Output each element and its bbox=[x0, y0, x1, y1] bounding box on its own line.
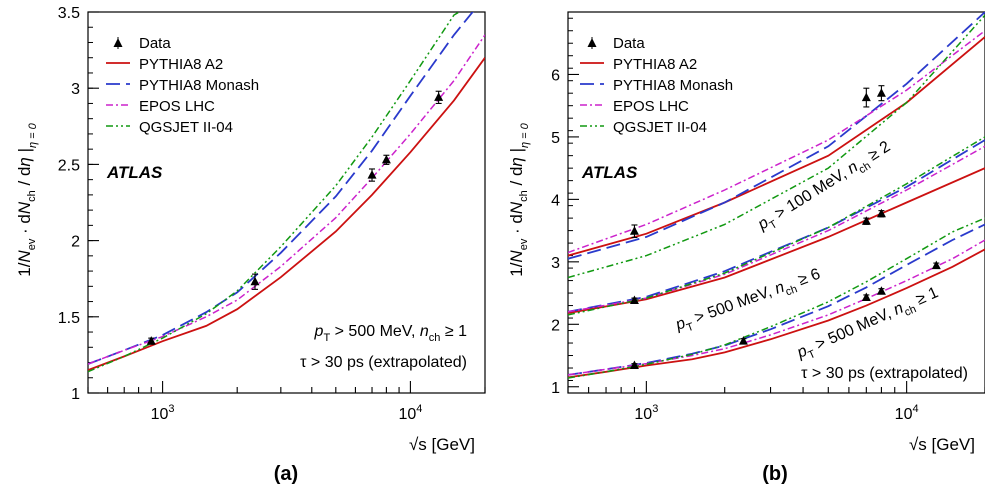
x-tick-label: 103 bbox=[634, 403, 658, 423]
x-ticks-a: 103 104 bbox=[87, 381, 486, 423]
curve-qgsjet bbox=[568, 14, 985, 279]
y-tick-label: 1 bbox=[551, 380, 560, 397]
data-point bbox=[931, 260, 941, 270]
legend-label-qgsjet: QGSJET II-04 bbox=[139, 119, 233, 136]
legend-b: Data PYTHIA8 A2 PYTHIA8 Monash EPOS LHC QGSJ… bbox=[580, 35, 733, 136]
panel-a: 1 1.5 2 2.5 3 3.5 103 104 Data PYTHIA8 A2 PYTHIA… bbox=[15, 5, 486, 485]
data-point bbox=[629, 360, 639, 370]
legend-label-epos: EPOS LHC bbox=[139, 98, 215, 115]
legend-label-epos: EPOS LHC bbox=[613, 98, 689, 115]
plot-frame-a bbox=[87, 11, 486, 394]
y-tick-label: 2 bbox=[551, 317, 560, 334]
x-tick-label: 103 bbox=[151, 403, 175, 423]
curve-a2 bbox=[88, 57, 485, 371]
x-tick-label: 104 bbox=[895, 403, 919, 423]
legend-a: Data PYTHIA8 A2 PYTHIA8 Monash EPOS LHC QGSJ… bbox=[106, 35, 259, 136]
annotation-b-line1: τ > 30 ps (extrapolated) bbox=[801, 365, 968, 382]
data-point bbox=[861, 216, 871, 225]
data-points-a bbox=[146, 90, 444, 345]
annotation-a-line2: τ > 30 ps (extrapolated) bbox=[300, 354, 467, 371]
experiment-label-a: ATLAS bbox=[106, 163, 163, 182]
y-tick-label: 3.5 bbox=[58, 5, 80, 22]
data-point bbox=[738, 336, 748, 345]
panel-b: 1 2 3 4 5 6 103 104 Data PYTHIA8 A2 PYTHIA8 Mona… bbox=[507, 11, 985, 485]
x-axis-label-a: √s [GeV] bbox=[409, 435, 475, 454]
annotation-a-line1: pT​ > 500 MeV, nch​ ≥ 1 bbox=[314, 323, 468, 344]
y-ticks-b: 1 2 3 4 5 6 bbox=[551, 17, 579, 397]
legend-label-a2: PYTHIA8 A2 bbox=[139, 56, 223, 73]
data-point bbox=[146, 336, 156, 345]
y-tick-label: 2.5 bbox=[58, 157, 80, 174]
legend-label-monash: PYTHIA8 Monash bbox=[139, 77, 259, 94]
data-point bbox=[876, 208, 886, 218]
legend-label-a2: PYTHIA8 A2 bbox=[613, 56, 697, 73]
x-axis-label-b: √s [GeV] bbox=[909, 435, 975, 454]
data-point bbox=[861, 292, 871, 301]
data-point bbox=[381, 154, 391, 164]
data-point bbox=[367, 170, 377, 179]
y-tick-label: 1.5 bbox=[58, 310, 80, 327]
data-point bbox=[876, 286, 886, 295]
data-point bbox=[629, 295, 639, 305]
legend-marker-data bbox=[587, 38, 597, 47]
group-label-pt500-nch6: pT​ > 500 MeV, nch​ ≥ 6 bbox=[673, 266, 824, 338]
experiment-label-b: ATLAS bbox=[581, 163, 638, 182]
x-tick-label: 104 bbox=[398, 403, 422, 423]
y-tick-label: 2 bbox=[71, 234, 80, 251]
y-tick-label: 4 bbox=[551, 192, 560, 209]
data-point bbox=[434, 92, 444, 101]
legend-label-data: Data bbox=[613, 35, 645, 52]
y-tick-label: 1 bbox=[71, 386, 80, 403]
y-ticks-a: 1 1.5 2 2.5 3 3.5 bbox=[58, 5, 99, 403]
y-tick-label: 3 bbox=[551, 255, 560, 272]
data-point bbox=[861, 92, 871, 102]
y-tick-label: 5 bbox=[551, 130, 560, 147]
y-tick-label: 3 bbox=[71, 81, 80, 98]
curve-a2 bbox=[568, 248, 985, 379]
data-point bbox=[629, 226, 639, 235]
x-ticks-b: 103 104 bbox=[567, 381, 985, 423]
plot-frame-b bbox=[567, 11, 985, 394]
curve-epos bbox=[568, 30, 985, 254]
group-label-pt100-nch2: pT​ > 100 MeV, nch​ ≥ 2 bbox=[754, 138, 895, 237]
legend-label-qgsjet: QGSJET II-04 bbox=[613, 119, 707, 136]
curve-monash bbox=[568, 12, 985, 260]
curve-monash bbox=[88, 12, 474, 365]
y-axis-label-b: 1/Nev · dNch / dη |η = 0 bbox=[507, 122, 531, 276]
y-tick-label: 6 bbox=[551, 67, 560, 84]
legend-label-monash: PYTHIA8 Monash bbox=[613, 77, 733, 94]
panel-label-a: (a) bbox=[274, 463, 298, 485]
panel-label-b: (b) bbox=[762, 463, 788, 485]
legend-label-data: Data bbox=[139, 35, 171, 52]
data-points-b bbox=[629, 85, 941, 370]
y-axis-label-a: 1/Nev · dNch / dη |η = 0 bbox=[15, 122, 39, 276]
legend-marker-data bbox=[113, 38, 123, 47]
data-point bbox=[876, 88, 886, 97]
data-point bbox=[250, 276, 260, 286]
